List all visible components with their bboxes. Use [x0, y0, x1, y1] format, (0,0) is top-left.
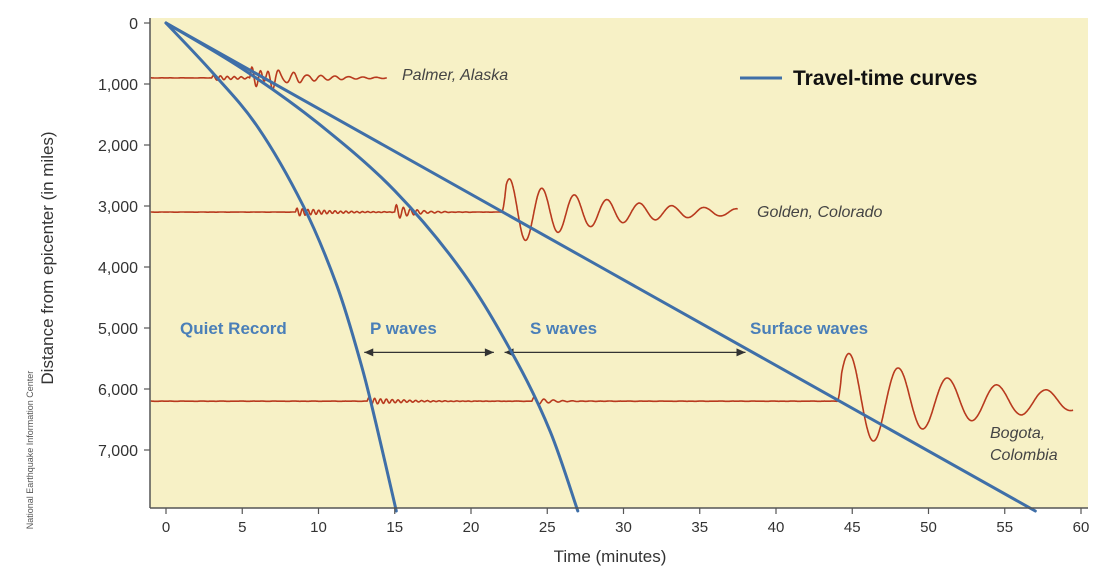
x-tick-label: 20: [463, 519, 480, 536]
region-label-p-waves: P waves: [370, 319, 437, 338]
y-tick-label: 3,000: [98, 199, 138, 216]
p-wave-curve: [164, 21, 398, 513]
y-axis-title: Distance from epicenter (in miles): [38, 131, 57, 384]
travel-time-curves: [164, 21, 1037, 513]
x-tick-label: 45: [844, 519, 861, 536]
station-label-golden: Golden, Colorado: [757, 204, 883, 221]
y-tick-label: 2,000: [98, 138, 138, 155]
x-tick-label: 10: [310, 519, 327, 536]
seismogram-trace: [150, 178, 738, 242]
seismogram-trace: [150, 65, 387, 90]
s-wave-curve: [164, 21, 580, 513]
x-tick-label: 0: [162, 519, 170, 536]
y-tick-label: 5,000: [98, 321, 138, 338]
surface-wave-curve: [164, 21, 1037, 513]
arrowhead-left: [364, 348, 374, 357]
x-tick-label: 5: [238, 519, 246, 536]
axes: 0 5 10 15 20 25 30 35 40 45 50 55 60 0 1,000 2,000 3,000…: [98, 16, 1089, 536]
x-tick-label: 40: [768, 519, 785, 536]
x-tick-label: 60: [1073, 519, 1090, 536]
x-tick-label: 25: [539, 519, 556, 536]
x-tick-label: 30: [615, 519, 632, 536]
region-label-s-waves: S waves: [530, 319, 597, 338]
plot-background: [150, 18, 1088, 508]
y-tick-label: 1,000: [98, 77, 138, 94]
x-tick-label: 35: [691, 519, 708, 536]
arrowhead-right: [484, 348, 494, 357]
station-label-palmer: Palmer, Alaska: [402, 67, 508, 84]
region-label-surface-waves: Surface waves: [750, 319, 868, 338]
legend-label: Travel-time curves: [793, 67, 977, 90]
y-tick-label: 4,000: [98, 260, 138, 277]
region-label-quiet-record: Quiet Record: [180, 319, 287, 338]
seismogram-trace: [150, 352, 1074, 442]
credit-text: National Earthquake Information Center: [25, 371, 35, 530]
arrowhead-right: [736, 348, 746, 357]
y-tick-label: 6,000: [98, 382, 138, 399]
x-tick-label: 15: [386, 519, 403, 536]
station-label-bogota-line2: Colombia: [990, 447, 1058, 464]
y-tick-label: 7,000: [98, 443, 138, 460]
seismograms: [150, 65, 1074, 442]
x-axis-title: Time (minutes): [554, 547, 667, 566]
station-label-bogota-line1: Bogota,: [990, 425, 1045, 442]
region-arrows: [364, 348, 746, 357]
x-tick-label: 50: [920, 519, 937, 536]
y-tick-label: 0: [129, 16, 138, 33]
x-tick-label: 55: [996, 519, 1013, 536]
